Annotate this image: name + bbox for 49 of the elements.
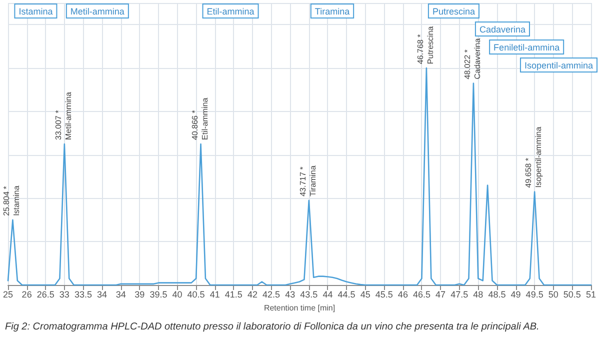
x-tick-label: 43.5 [300,290,318,300]
annotation: Isopentil-ammina [524,60,594,70]
x-tick-label: 26.5 [36,290,54,300]
text: Cadaverina [479,24,526,34]
text: Etil-ammina [206,6,254,16]
annotation: 25.804 * Istamina [2,185,22,216]
x-tick-label: 48 [473,290,484,300]
x-tick-label: 44 [322,290,333,300]
x-tick-label: 45.5 [375,290,393,300]
text: Metil-ammina [70,6,124,16]
x-tick-label: 47 [436,290,446,300]
x-tick-label: 46.5 [412,290,431,300]
x-tick-label: 34 [116,290,126,300]
x-tick-label: 49 [510,290,521,300]
annotation: 33.007 * Metil-ammina [54,91,73,140]
x-tick-label: 39.5 [150,290,168,300]
x-tick-label: 39 [134,290,145,300]
x-tick-label: 50.5 [563,290,581,300]
x-tick-label: 43 [285,290,296,300]
x-tick-label: 48.5 [488,290,506,300]
x-tick-label: 42 [247,290,258,300]
x-tick-label: 47.5 [450,290,468,300]
x-axis-title: Retention time [min] [264,303,336,312]
annotation: 40.866 * Etil-ammina [190,97,210,140]
x-tick-label: 44.5 [338,290,356,300]
text: Fig 2: Cromatogramma HPLC-DAD ottenuto presso il laboratorio di Follonica da un vino che presenta tra le principali AB. [5,322,540,332]
x-tick-label: 40.5 [187,290,205,300]
x-tick-label: 33 [59,290,70,300]
x-tick-label: 33.5 [74,290,92,300]
text: Tiramina [314,6,350,16]
x-tick-label: 25 [3,290,14,300]
annotation: 49.658 * Isopentil-ammina [524,126,544,188]
x-tick-label: 26 [22,290,32,300]
text: Putrescina [432,6,475,16]
x-tick-label: 50 [548,290,558,300]
x-tick-label: 46 [398,290,408,300]
x-tick-label: 49.5 [526,290,544,300]
x-tick-label: 42.5 [262,290,280,300]
annotation: 43.717 * Tiramina [298,165,318,196]
text: Feniletil-ammina [494,42,560,52]
x-tick-label: 41 [210,290,220,300]
x-tick-label: 51 [586,290,596,300]
text: Istamina [18,6,53,16]
x-tick-label: 41.5 [224,290,242,300]
annotation: 46.768 * Putrescina [416,26,435,64]
x-tick-label: 34 [97,290,108,300]
x-tick-label: 40 [172,290,182,300]
x-tick-label: 45 [360,290,370,300]
annotation: 48.022 * Cadaverina [462,38,482,80]
